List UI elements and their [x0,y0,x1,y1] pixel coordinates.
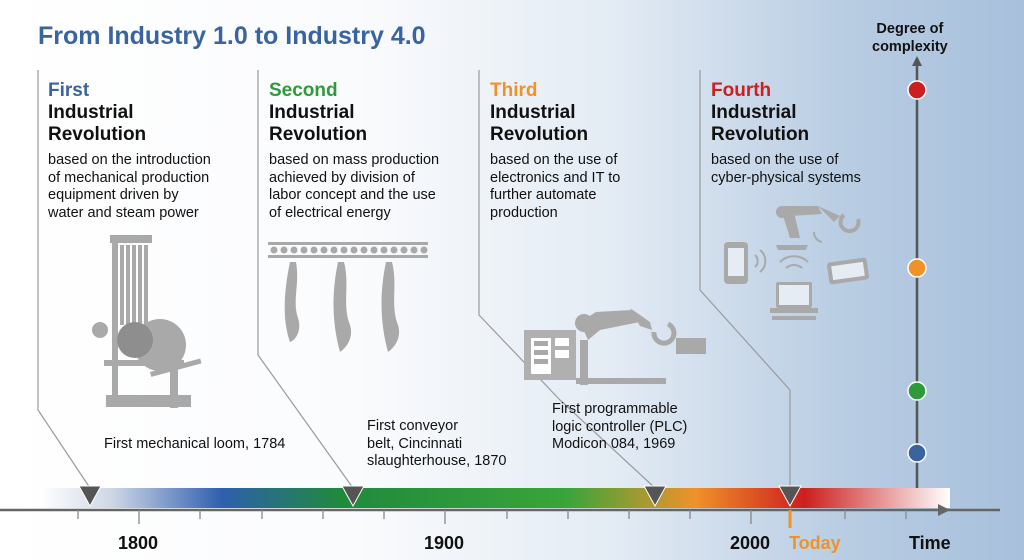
time-axis-arrow [938,504,950,516]
complexity-axis [907,56,927,500]
milestone-first: First mechanical loom, 1784 [104,436,286,452]
marker-triangle-fourth [778,485,802,508]
revolution-description: based on the use of cyber-physical syste… [711,152,861,186]
revolution-fourth: Fourth Industrial Revolution based on th… [711,80,921,187]
divider-third [478,70,656,489]
cyber-physical-icon [724,206,869,320]
conveyor-icon [268,242,428,352]
revolution-description: based on mass production achieved by div… [269,152,440,221]
marker-triangle-second [341,485,365,508]
complexity-dot-third [907,258,927,278]
revolution-name: Industrial Revolution [490,102,589,145]
loom-icon [92,235,202,408]
year-2000-label: 2000 [730,533,771,553]
page-title: From Industry 1.0 to Industry 4.0 [38,22,426,50]
conveyor-rollers [270,246,428,254]
year-1900-label: 1900 [424,533,465,553]
marker-triangle-first [78,485,102,508]
milestone-second: First conveyor belt, Cincinnati slaughte… [367,418,507,469]
divider-first [37,70,91,489]
section-dividers [37,70,791,489]
timeline [0,485,1000,528]
complexity-dot-first [907,443,927,463]
timeline-gradient-bar [40,488,950,508]
today-label: Today [789,533,841,553]
revolution-name: Industrial Revolution [48,102,147,145]
axis-ticks [77,510,907,524]
complexity-dot-second [907,381,927,401]
revolution-description: based on the use of electronics and IT t… [490,152,621,221]
revolution-ordinal: Third [490,80,538,101]
time-label: Time [909,533,951,553]
revolution-ordinal: First [48,80,90,101]
plc-robot-icon [524,308,706,385]
divider-second [257,70,354,489]
revolution-ordinal: Second [269,80,338,101]
year-1800-label: 1800 [118,533,159,553]
revolution-ordinal: Fourth [711,80,772,101]
complexity-label: Degree of complexity [872,21,948,55]
revolution-name: Industrial Revolution [269,102,368,145]
milestone-third: First programmable logic controller (PLC… [552,401,688,452]
revolution-first: First Industrial Revolution based on the… [48,80,258,222]
marker-triangle-third [643,485,667,508]
revolution-second: Second Industrial Revolution based on ma… [269,80,479,222]
revolution-third: Third Industrial Revolution based on the… [490,80,700,222]
complexity-dot-fourth [907,80,927,100]
revolution-name: Industrial Revolution [711,102,810,145]
divider-fourth [699,70,791,488]
revolution-description: based on the introduction of mechanical … [48,152,211,221]
